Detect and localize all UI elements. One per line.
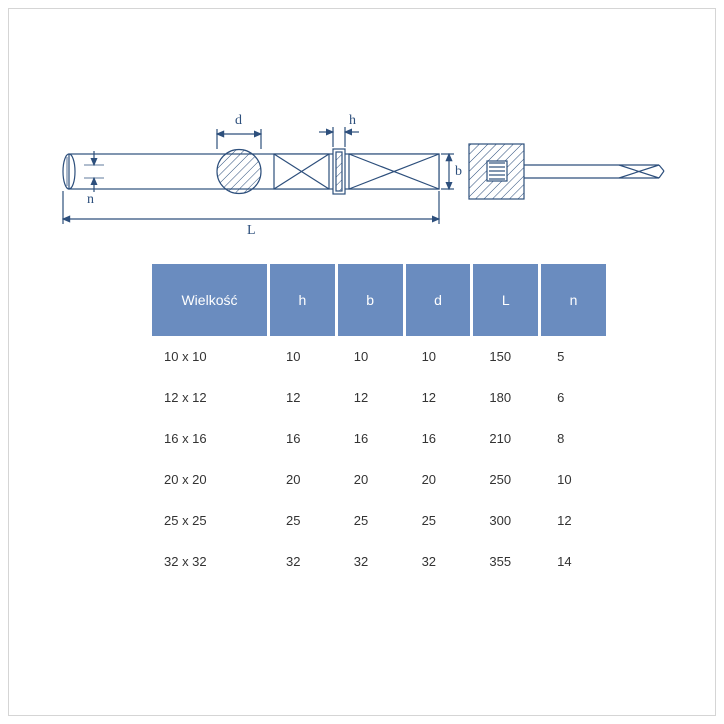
dimensions-table: WielkośćhbdLn 10 x 10101010150512 x 1212… (149, 264, 609, 582)
table-cell: 180 (473, 377, 538, 418)
table-cell: 32 (270, 541, 335, 582)
technical-diagram: d h b n L (49, 99, 689, 239)
table-row: 12 x 121212121806 (152, 377, 606, 418)
table-cell: 25 x 25 (152, 500, 267, 541)
table-cell: 300 (473, 500, 538, 541)
table-cell: 12 (338, 377, 403, 418)
label-h: h (349, 113, 356, 128)
column-header: d (406, 264, 471, 336)
table-cell: 250 (473, 459, 538, 500)
table-row: 32 x 3232323235514 (152, 541, 606, 582)
table-cell: 16 (270, 418, 335, 459)
table-cell: 16 x 16 (152, 418, 267, 459)
table-cell: 150 (473, 336, 538, 377)
table-cell: 12 (541, 500, 606, 541)
table-row: 25 x 2525252530012 (152, 500, 606, 541)
column-header: L (473, 264, 538, 336)
column-header: b (338, 264, 403, 336)
table-cell: 32 (338, 541, 403, 582)
column-header: n (541, 264, 606, 336)
image-frame: d h b n L WielkośćhbdLn 10 x 10101010150… (8, 8, 716, 716)
label-d: d (235, 113, 242, 128)
table-cell: 6 (541, 377, 606, 418)
table-cell: 8 (541, 418, 606, 459)
table-cell: 210 (473, 418, 538, 459)
table-cell: 10 (541, 459, 606, 500)
column-header: h (270, 264, 335, 336)
table-cell: 5 (541, 336, 606, 377)
table-row: 10 x 101010101505 (152, 336, 606, 377)
label-n: n (87, 192, 94, 207)
table-cell: 20 (270, 459, 335, 500)
table-cell: 16 (406, 418, 471, 459)
table-row: 20 x 2020202025010 (152, 459, 606, 500)
table-cell: 14 (541, 541, 606, 582)
table-cell: 16 (338, 418, 403, 459)
column-header: Wielkość (152, 264, 267, 336)
table-cell: 25 (338, 500, 403, 541)
table-cell: 12 x 12 (152, 377, 267, 418)
table-cell: 12 (406, 377, 471, 418)
table-cell: 10 (270, 336, 335, 377)
table-cell: 12 (270, 377, 335, 418)
table-cell: 20 (338, 459, 403, 500)
table-cell: 20 x 20 (152, 459, 267, 500)
label-b: b (455, 164, 462, 179)
table-cell: 25 (406, 500, 471, 541)
table-row: 16 x 161616162108 (152, 418, 606, 459)
table-cell: 10 x 10 (152, 336, 267, 377)
table-cell: 32 x 32 (152, 541, 267, 582)
table-cell: 32 (406, 541, 471, 582)
table-cell: 10 (338, 336, 403, 377)
table-cell: 10 (406, 336, 471, 377)
table-cell: 25 (270, 500, 335, 541)
label-L: L (247, 223, 256, 238)
table-cell: 355 (473, 541, 538, 582)
table-cell: 20 (406, 459, 471, 500)
